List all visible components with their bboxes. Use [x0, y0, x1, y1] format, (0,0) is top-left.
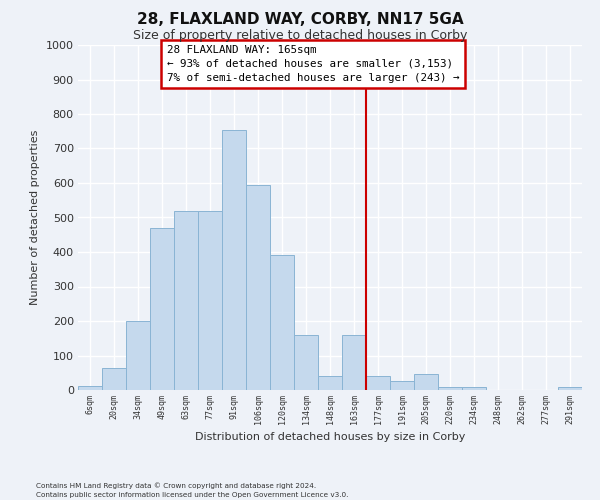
Bar [462, 387, 486, 390]
Bar [294, 335, 318, 390]
Bar [174, 210, 198, 390]
Bar [78, 386, 102, 390]
Bar [198, 210, 222, 390]
Bar [246, 184, 270, 390]
Bar [414, 374, 438, 390]
Bar [390, 382, 414, 390]
Text: Contains public sector information licensed under the Open Government Licence v3: Contains public sector information licen… [36, 492, 349, 498]
Text: 28, FLAXLAND WAY, CORBY, NN17 5GA: 28, FLAXLAND WAY, CORBY, NN17 5GA [137, 12, 463, 28]
Bar [150, 228, 174, 390]
Text: Size of property relative to detached houses in Corby: Size of property relative to detached ho… [133, 29, 467, 42]
X-axis label: Distribution of detached houses by size in Corby: Distribution of detached houses by size … [195, 432, 465, 442]
Bar [366, 376, 390, 390]
Y-axis label: Number of detached properties: Number of detached properties [30, 130, 40, 305]
Bar [222, 130, 246, 390]
Bar [342, 335, 366, 390]
Bar [126, 321, 150, 390]
Bar [102, 368, 126, 390]
Bar [438, 386, 462, 390]
Text: Contains HM Land Registry data © Crown copyright and database right 2024.: Contains HM Land Registry data © Crown c… [36, 482, 316, 489]
Bar [270, 256, 294, 390]
Bar [318, 376, 342, 390]
Text: 28 FLAXLAND WAY: 165sqm
← 93% of detached houses are smaller (3,153)
7% of semi-: 28 FLAXLAND WAY: 165sqm ← 93% of detache… [167, 45, 460, 83]
Bar [558, 387, 582, 390]
